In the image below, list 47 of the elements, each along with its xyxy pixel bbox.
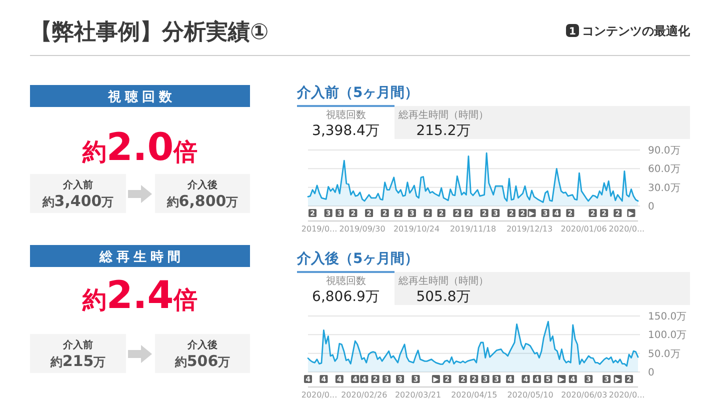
text: 約2.0倍 — [81, 125, 198, 169]
x-tick-label: 2020/06/03 — [561, 390, 608, 400]
x-tick-label: 2019/09/30 — [339, 224, 386, 234]
text: 介入後 — [186, 179, 218, 191]
y-tick-label: 50.0万 — [648, 348, 680, 360]
x-tick-label: 2020/0... — [608, 224, 645, 234]
y-tick-label: 30.0万 — [648, 182, 680, 194]
text: 総再生時間（時間） — [397, 109, 488, 121]
text: 介入前 — [62, 179, 93, 191]
text: 視聴回数 — [326, 275, 366, 287]
number-badge: 1 — [566, 24, 579, 38]
x-tick-label: 2020/02/26 — [341, 390, 388, 400]
x-tick-label: 2020/0... — [301, 390, 338, 400]
text: 6,806.9万 — [312, 289, 380, 305]
text: 総再生時間 — [98, 250, 184, 265]
y-tick-label: 100.0万 — [648, 330, 687, 342]
text: 215.2万 — [416, 123, 470, 139]
text: 【弊社事例】分析実績① — [30, 19, 269, 45]
text: 約506万 — [174, 352, 230, 370]
x-tick-label: 2019/10/24 — [393, 224, 440, 234]
text: 約6,800万 — [166, 192, 238, 210]
text: 視聴回数 — [107, 89, 176, 105]
y-tick-label: 150.0万 — [648, 312, 687, 322]
x-tick-label: 2020/04/15 — [451, 390, 498, 400]
text: 3,398.4万 — [312, 123, 380, 139]
y-tick-label: 60.0万 — [648, 164, 680, 176]
y-tick-label: 0 — [648, 202, 654, 212]
x-tick-label: 2019/12/13 — [506, 224, 553, 234]
text: 総再生時間（時間） — [397, 275, 488, 287]
text: 約2.4倍 — [81, 273, 198, 317]
text: 視聴回数 — [326, 109, 366, 121]
chart-title: 介入前（5ヶ月間） — [296, 85, 419, 101]
chart-title: 介入後（5ヶ月間） — [296, 251, 419, 267]
x-tick-label: 2020/05/10 — [507, 390, 554, 400]
text: 約3,400万 — [41, 192, 114, 210]
x-tick-label: 2020/0... — [608, 390, 645, 400]
x-tick-label: 2020/03/21 — [394, 390, 442, 400]
text: 約215万 — [49, 352, 106, 370]
text: 505.8万 — [416, 289, 470, 305]
y-tick-label: 90.0万 — [648, 146, 680, 156]
text: 介入後 — [186, 339, 218, 351]
x-tick-label: 2019/0... — [301, 224, 338, 234]
text: 介入前 — [62, 339, 93, 351]
x-tick-label: 2020/01/06 — [560, 224, 607, 234]
y-tick-label: 0 — [648, 368, 654, 378]
text: コンテンツの最適化 — [582, 24, 691, 38]
x-tick-label: 2019/11/18 — [450, 224, 496, 234]
